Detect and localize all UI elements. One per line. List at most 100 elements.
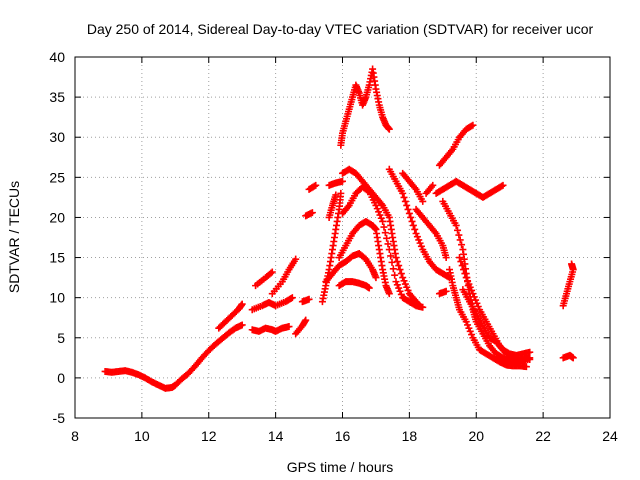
x-tick-label: 22 <box>535 428 551 444</box>
data-point <box>455 231 463 239</box>
y-tick-label: 25 <box>49 169 65 185</box>
chart-title: Day 250 of 2014, Sidereal Day-to-day VTE… <box>87 21 594 37</box>
data-points <box>101 65 577 392</box>
grid-lines <box>75 57 610 418</box>
y-tick-label: 35 <box>49 89 65 105</box>
data-point <box>568 260 576 268</box>
data-point <box>399 189 407 197</box>
x-tick-label: 20 <box>468 428 484 444</box>
data-point <box>419 303 427 311</box>
data-point <box>468 331 476 339</box>
data-point <box>522 363 530 371</box>
y-tick-label: -5 <box>53 410 66 426</box>
data-point <box>469 121 477 129</box>
data-point <box>474 302 482 310</box>
data-point <box>465 324 473 332</box>
data-point <box>526 348 534 356</box>
data-point <box>267 269 275 277</box>
data-point <box>385 125 393 133</box>
y-tick-label: 20 <box>49 209 65 225</box>
data-point <box>464 277 472 285</box>
x-tick-label: 10 <box>134 428 150 444</box>
data-point <box>404 205 412 213</box>
y-tick-label: 5 <box>57 330 65 346</box>
data-point <box>408 217 416 225</box>
data-point <box>364 187 372 195</box>
y-tick-label: 10 <box>49 290 65 306</box>
data-point <box>288 294 296 302</box>
data-point <box>305 295 313 303</box>
data-point <box>385 290 393 298</box>
data-point <box>400 193 408 201</box>
data-point <box>377 214 385 222</box>
data-point <box>456 254 464 262</box>
axis-ticks: 8 10 12 14 16 18 20 22 24 -5 0 5 10 15 20 25 30 35 40 <box>49 49 618 444</box>
data-point <box>419 197 427 205</box>
data-point <box>397 270 405 278</box>
data-point <box>417 242 425 250</box>
data-point <box>462 274 470 282</box>
data-point <box>238 321 246 329</box>
data-point <box>405 209 413 217</box>
data-point <box>393 281 401 289</box>
x-tick-label: 8 <box>71 428 79 444</box>
y-axis-label: SDTVAR / TECUs <box>6 181 22 293</box>
x-tick-label: 12 <box>201 428 217 444</box>
data-point <box>397 290 405 298</box>
data-point <box>442 254 450 262</box>
data-point <box>393 258 401 266</box>
data-point <box>416 239 424 247</box>
x-axis-label: GPS time / hours <box>287 459 394 475</box>
data-point <box>469 290 477 298</box>
data-point <box>526 355 534 363</box>
x-tick-label: 16 <box>335 428 351 444</box>
data-point <box>365 284 373 292</box>
data-point <box>312 181 320 189</box>
data-point <box>308 209 316 217</box>
data-point <box>460 266 468 274</box>
data-point <box>381 229 389 237</box>
data-point <box>468 122 476 130</box>
data-point <box>429 181 437 189</box>
data-point <box>395 262 403 270</box>
data-point <box>379 217 387 225</box>
data-point <box>468 286 476 294</box>
data-point <box>462 318 470 326</box>
data-point <box>396 266 404 274</box>
data-point <box>339 177 346 185</box>
data-point <box>464 321 472 329</box>
data-point <box>473 299 481 307</box>
data-point <box>403 283 411 291</box>
x-tick-label: 14 <box>268 428 284 444</box>
x-tick-label: 24 <box>602 428 618 444</box>
data-point <box>404 286 412 294</box>
data-point <box>332 191 340 199</box>
data-point <box>409 221 417 229</box>
data-point <box>412 229 420 237</box>
y-tick-label: 30 <box>49 129 65 145</box>
x-tick-label: 18 <box>402 428 418 444</box>
data-point <box>268 268 276 276</box>
data-point <box>457 258 465 266</box>
data-point <box>498 182 506 190</box>
data-point <box>383 234 391 242</box>
data-point <box>454 226 462 234</box>
data-point <box>470 293 478 301</box>
y-tick-label: 40 <box>49 49 65 65</box>
data-point <box>403 201 411 209</box>
data-point <box>392 254 400 262</box>
data-point <box>458 241 466 249</box>
data-point <box>458 262 466 270</box>
data-point <box>413 233 421 241</box>
data-point <box>238 300 246 308</box>
data-point <box>391 271 399 279</box>
data-point <box>400 277 408 285</box>
data-point <box>384 240 392 248</box>
data-point <box>456 236 464 244</box>
data-point <box>372 274 380 282</box>
data-point <box>285 323 293 331</box>
data-point <box>442 287 450 295</box>
data-point <box>407 213 415 221</box>
data-point <box>387 252 395 260</box>
data-point <box>466 327 474 335</box>
